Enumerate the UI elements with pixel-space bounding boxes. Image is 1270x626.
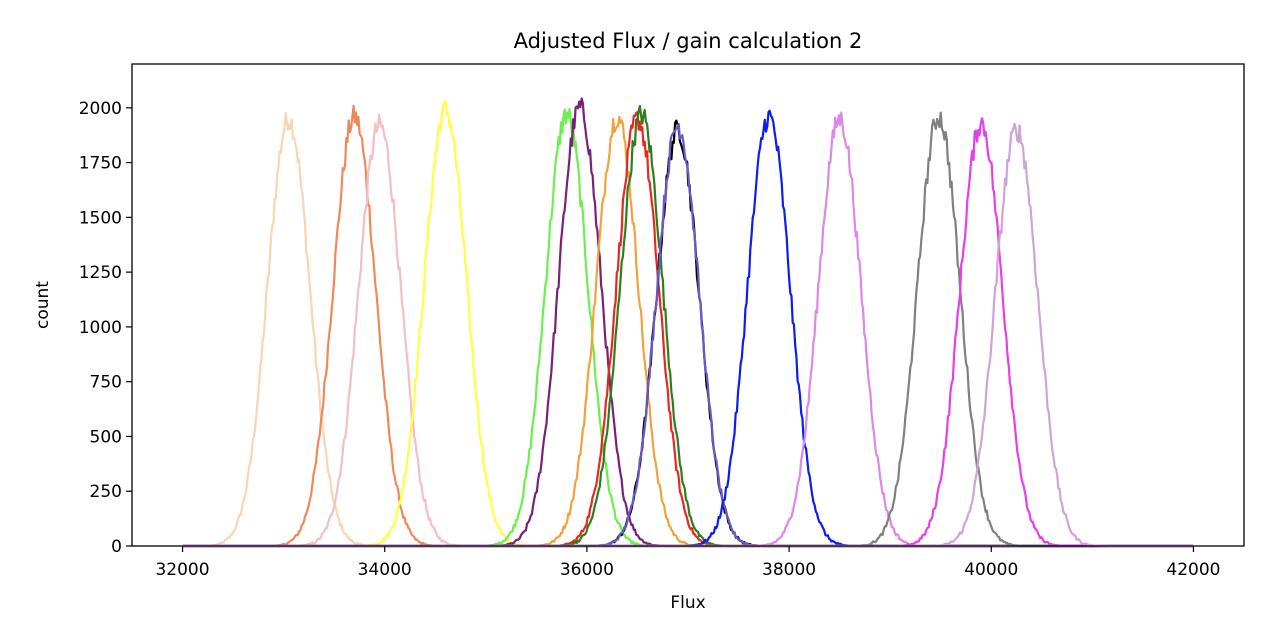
y-tick-label: 750	[90, 373, 122, 393]
x-tick-label: 38000	[762, 560, 816, 580]
x-tick-label: 32000	[155, 560, 209, 580]
y-tick-label: 1500	[79, 208, 122, 228]
plot-area	[182, 97, 1194, 548]
x-tick-label: 34000	[358, 560, 412, 580]
y-tick-label: 2000	[79, 99, 122, 119]
chart-title: Adjusted Flux / gain calculation 2	[514, 29, 863, 53]
plot-frame	[131, 63, 1245, 547]
series-line-16	[182, 122, 1194, 548]
x-axis-label: Flux	[670, 593, 705, 613]
x-tick-label: 42000	[1166, 560, 1220, 580]
y-tick-label: 500	[90, 427, 122, 447]
y-tick-label: 250	[90, 482, 122, 502]
y-tick-label: 0	[111, 537, 122, 557]
y-axis: 0 250 500 750 1000 1250 1500 1750 2000	[79, 99, 132, 557]
x-tick-label: 36000	[560, 560, 614, 580]
x-tick-label: 40000	[964, 560, 1018, 580]
y-axis-label: count	[33, 281, 53, 329]
y-tick-label: 1000	[79, 318, 122, 338]
y-tick-label: 1250	[79, 263, 122, 283]
x-axis: 32000 34000 36000 38000 40000 42000	[155, 546, 1221, 580]
y-tick-label: 1750	[79, 154, 122, 174]
